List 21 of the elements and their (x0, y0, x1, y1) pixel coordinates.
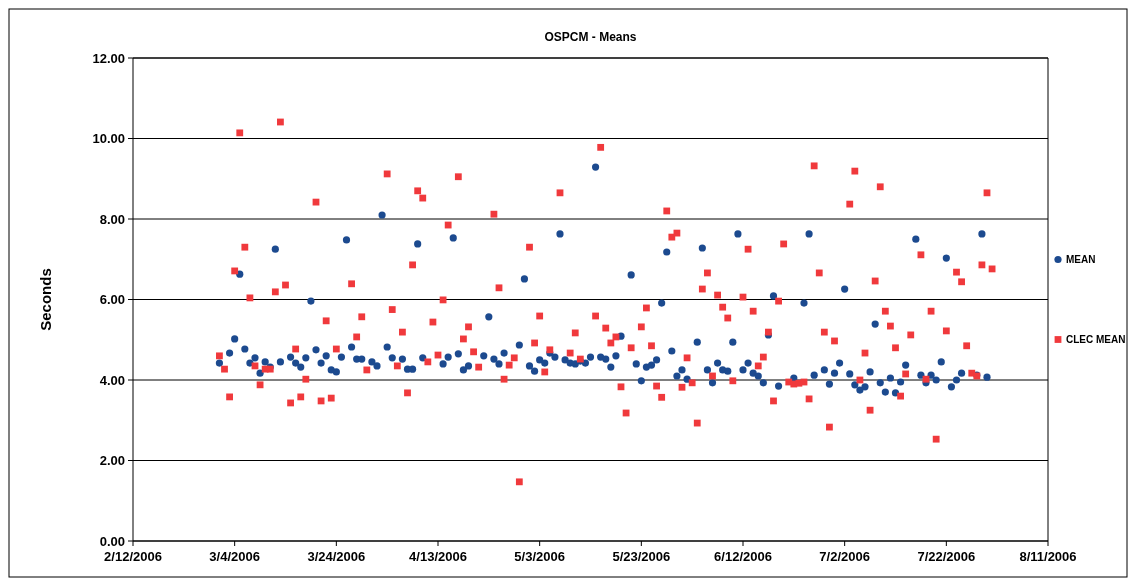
chart-title: OSPCM - Means (544, 30, 637, 44)
y-tick-label: 12.00 (92, 50, 125, 66)
x-tick-label: 7/22/2006 (917, 549, 976, 564)
y-tick-label: 10.00 (92, 131, 125, 147)
x-tick-label: 3/4/2006 (209, 549, 260, 564)
y-tick-label: 4.00 (99, 372, 125, 388)
x-tick-label: 8/11/2006 (1019, 549, 1077, 564)
legend-label: CLEC MEAN (1066, 334, 1126, 345)
legend-label: MEAN (1066, 254, 1096, 265)
x-tick-label: 3/24/2006 (307, 549, 366, 564)
x-tick-label: 4/13/2006 (409, 549, 467, 564)
y-tick-label: 8.00 (99, 211, 125, 227)
x-tick-label: 2/12/2006 (104, 549, 162, 564)
x-tick-label: 5/23/2006 (612, 549, 671, 564)
x-tick-label: 5/3/2006 (514, 549, 565, 564)
y-axis-title: Seconds (37, 268, 54, 331)
y-tick-label: 6.00 (99, 292, 125, 308)
x-tick-label: 6/12/2006 (714, 549, 772, 564)
y-tick-label: 2.00 (99, 453, 125, 469)
x-tick-label: 7/2/2006 (819, 549, 870, 564)
y-tick-label: 0.00 (99, 533, 125, 549)
